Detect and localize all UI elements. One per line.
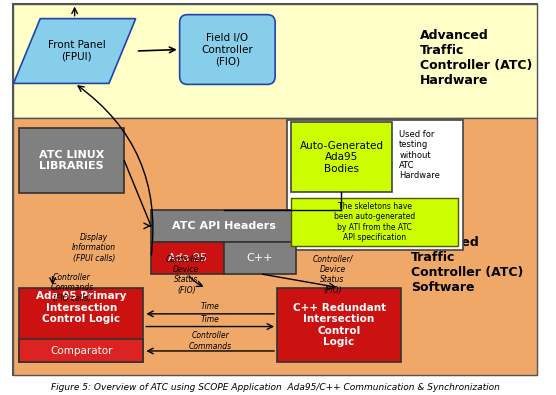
FancyBboxPatch shape xyxy=(224,242,296,274)
Polygon shape xyxy=(13,19,136,83)
Text: Advanced
Traffic
Controller (ATC)
Software: Advanced Traffic Controller (ATC) Softwa… xyxy=(411,236,523,294)
FancyBboxPatch shape xyxy=(19,339,143,363)
FancyBboxPatch shape xyxy=(286,120,463,250)
Text: The skeletons have
been auto-generated
by ATI from the ATC
API specification: The skeletons have been auto-generated b… xyxy=(334,202,415,242)
Text: ATC API Headers: ATC API Headers xyxy=(172,221,276,231)
Text: ATC LINUX
LIBRARIES: ATC LINUX LIBRARIES xyxy=(39,150,105,171)
Text: Ada 95: Ada 95 xyxy=(168,253,207,263)
Text: Display
Information
(FPUI calls): Display Information (FPUI calls) xyxy=(72,233,116,263)
FancyBboxPatch shape xyxy=(19,288,143,363)
Text: Time: Time xyxy=(201,302,220,311)
FancyBboxPatch shape xyxy=(13,118,537,375)
Text: Figure 5: Overview of ATC using SCOPE Application  Ada95/C++ Communication & Syn: Figure 5: Overview of ATC using SCOPE Ap… xyxy=(51,383,500,392)
Text: Controller
Commands: Controller Commands xyxy=(188,331,232,351)
FancyBboxPatch shape xyxy=(13,4,537,375)
Text: Time: Time xyxy=(201,315,220,324)
FancyBboxPatch shape xyxy=(291,122,391,192)
FancyBboxPatch shape xyxy=(13,4,537,118)
Text: Used for
testing
without
ATC
Hardware: Used for testing without ATC Hardware xyxy=(399,130,440,181)
FancyBboxPatch shape xyxy=(291,198,459,246)
Text: Auto-Generated
Ada95
Bodies: Auto-Generated Ada95 Bodies xyxy=(300,141,384,174)
FancyBboxPatch shape xyxy=(151,242,224,274)
Text: Field I/O
Controller
(FIO): Field I/O Controller (FIO) xyxy=(201,33,254,66)
Text: Comparator: Comparator xyxy=(50,346,112,356)
Text: C++ Redundant
Intersection
Control
Logic: C++ Redundant Intersection Control Logic xyxy=(292,303,386,348)
FancyBboxPatch shape xyxy=(180,15,275,85)
FancyBboxPatch shape xyxy=(277,288,401,363)
Text: Front Panel
(FPUI): Front Panel (FPUI) xyxy=(48,40,106,62)
Text: Controller/
Device
Status
(FIO): Controller/ Device Status (FIO) xyxy=(166,255,206,295)
Text: Ada 95 Primary
Intersection
Control Logic: Ada 95 Primary Intersection Control Logi… xyxy=(36,291,127,324)
Text: Advanced
Traffic
Controller (ATC)
Hardware: Advanced Traffic Controller (ATC) Hardwa… xyxy=(420,30,533,87)
Text: Controller
Commands
(FIO calls): Controller Commands (FIO calls) xyxy=(50,273,93,303)
Text: C++: C++ xyxy=(247,253,273,263)
FancyBboxPatch shape xyxy=(19,128,124,193)
FancyBboxPatch shape xyxy=(151,210,296,242)
Text: Controller/
Device
Status
(FIO): Controller/ Device Status (FIO) xyxy=(312,255,353,295)
